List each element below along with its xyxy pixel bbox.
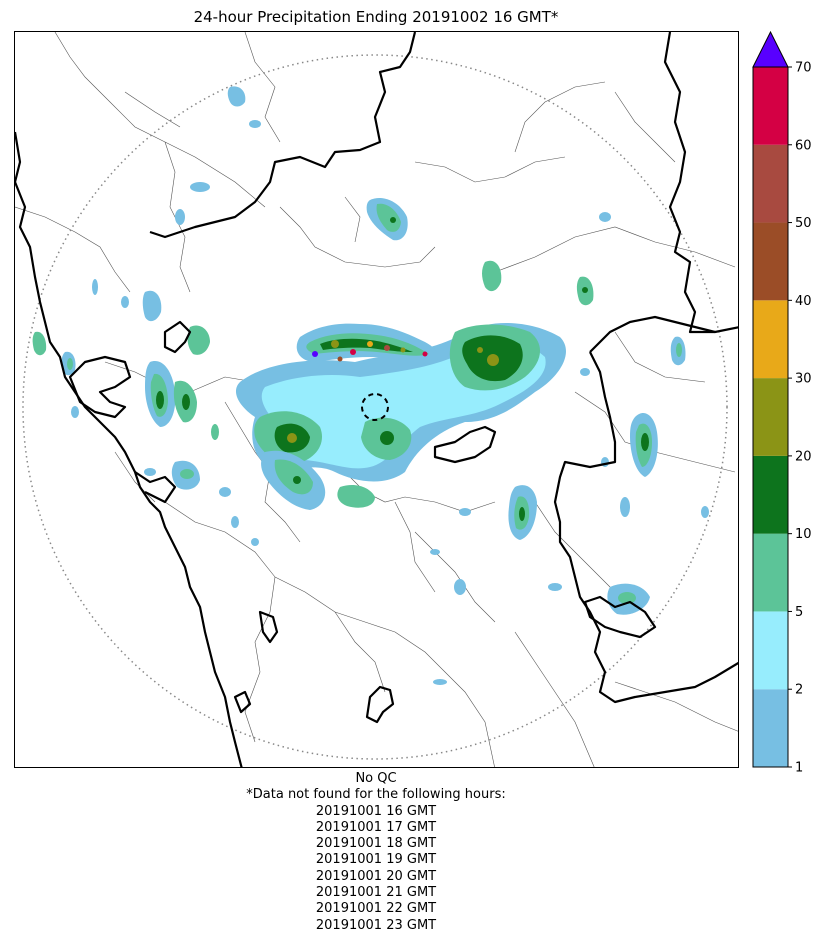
colorbar-tick-label: 70 bbox=[795, 61, 812, 76]
missing-hour: 20191001 16 GMT bbox=[315, 803, 437, 819]
colorbar-bin bbox=[753, 455, 788, 534]
colorbar-tick-label: 50 bbox=[795, 216, 812, 231]
colorbar-bin bbox=[753, 378, 788, 456]
colorbar-tick-label: 5 bbox=[795, 605, 803, 620]
colorbar-frame bbox=[752, 66, 789, 768]
colorbar-bin bbox=[753, 533, 788, 612]
state-boundaries bbox=[15, 32, 738, 767]
colorbar-tick-label: 1 bbox=[795, 761, 803, 774]
missing-hour: 20191001 18 GMT bbox=[315, 836, 437, 852]
map-title: 24-hour Precipitation Ending 20191002 16… bbox=[193, 8, 559, 26]
missing-hour: 20191001 20 GMT bbox=[315, 868, 437, 884]
colorbar-tick-label: 40 bbox=[795, 294, 812, 309]
radar-site-marker bbox=[361, 393, 389, 421]
colorbar-tick-label: 2 bbox=[795, 683, 803, 698]
colorbar-bin bbox=[753, 300, 788, 379]
missing-hour: 20191001 22 GMT bbox=[315, 901, 437, 917]
colorbar-bin bbox=[753, 67, 788, 145]
map-panel bbox=[14, 31, 739, 768]
qc-note: No QC bbox=[355, 771, 397, 786]
missing-hour: 20191001 17 GMT bbox=[315, 819, 437, 835]
colorbar-bin bbox=[753, 144, 788, 223]
colorbar-tick-label: 30 bbox=[795, 372, 812, 387]
missing-hour: 20191001 23 GMT bbox=[315, 917, 437, 933]
missing-hour: 20191001 21 GMT bbox=[315, 885, 437, 901]
colorbar-bin bbox=[753, 689, 788, 767]
colorbar-tick-label: 60 bbox=[795, 138, 812, 153]
colorbar-bin bbox=[753, 611, 788, 690]
colorbar-tick-label: 10 bbox=[795, 527, 812, 542]
missing-data-header: *Data not found for the following hours: bbox=[246, 787, 506, 803]
colorbar-tick-label: 20 bbox=[795, 449, 812, 464]
missing-hour: 20191001 19 GMT bbox=[315, 852, 437, 868]
colorbar: 1 2 5 10 20 30 40 50 60 70 bbox=[752, 30, 812, 774]
precipitation-layer bbox=[32, 86, 709, 685]
colorbar-bin bbox=[753, 222, 788, 301]
precipitation-map bbox=[15, 32, 738, 767]
radar-range-ring bbox=[22, 54, 728, 760]
colorbar-extend-arrow bbox=[752, 30, 789, 68]
notes-block: No QC *Data not found for the following … bbox=[0, 771, 752, 934]
